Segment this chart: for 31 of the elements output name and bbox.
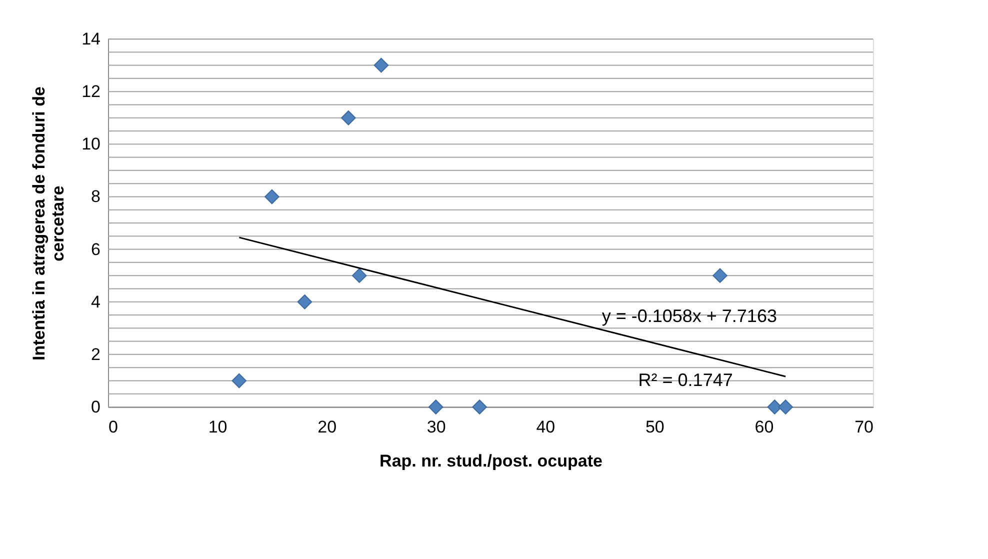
x-tick-label: 0 (108, 418, 118, 436)
y-tick-label: 4 (91, 292, 100, 312)
point (297, 294, 312, 310)
point (767, 400, 782, 414)
annotation: y = -0.1058x + 7.7163 (602, 306, 777, 326)
point (341, 110, 356, 126)
x-axis-title: Rap. nr. stud./post. ocupate (380, 452, 602, 470)
y-tick-label: 12 (82, 82, 100, 102)
x-tick-label: 10 (208, 418, 228, 436)
x-tick-label: 30 (426, 418, 446, 436)
point (472, 400, 487, 414)
point (712, 268, 728, 283)
y-tick-label: 8 (91, 187, 100, 206)
point (352, 268, 367, 283)
x-tick-label: 20 (318, 418, 337, 436)
point (778, 400, 793, 414)
x-tick-label: 60 (754, 418, 774, 436)
y-tick-label: 10 (82, 134, 100, 154)
point (232, 373, 247, 388)
y-axis-title: Intentia in atragerea de fonduri de cercetare (30, 86, 68, 360)
y-tick-label: 14 (82, 30, 100, 48)
annotation: R² = 0.1747 (638, 370, 733, 390)
point (264, 189, 280, 204)
x-tick-label: 40 (536, 418, 556, 436)
x-tick-label: 70 (854, 418, 874, 436)
y-tick-label: 0 (91, 398, 100, 416)
y-tick-label: 2 (91, 344, 100, 364)
x-tick-label: 50 (645, 418, 664, 436)
point (428, 400, 444, 414)
y-tick-label: 6 (91, 240, 100, 259)
point (374, 58, 389, 73)
